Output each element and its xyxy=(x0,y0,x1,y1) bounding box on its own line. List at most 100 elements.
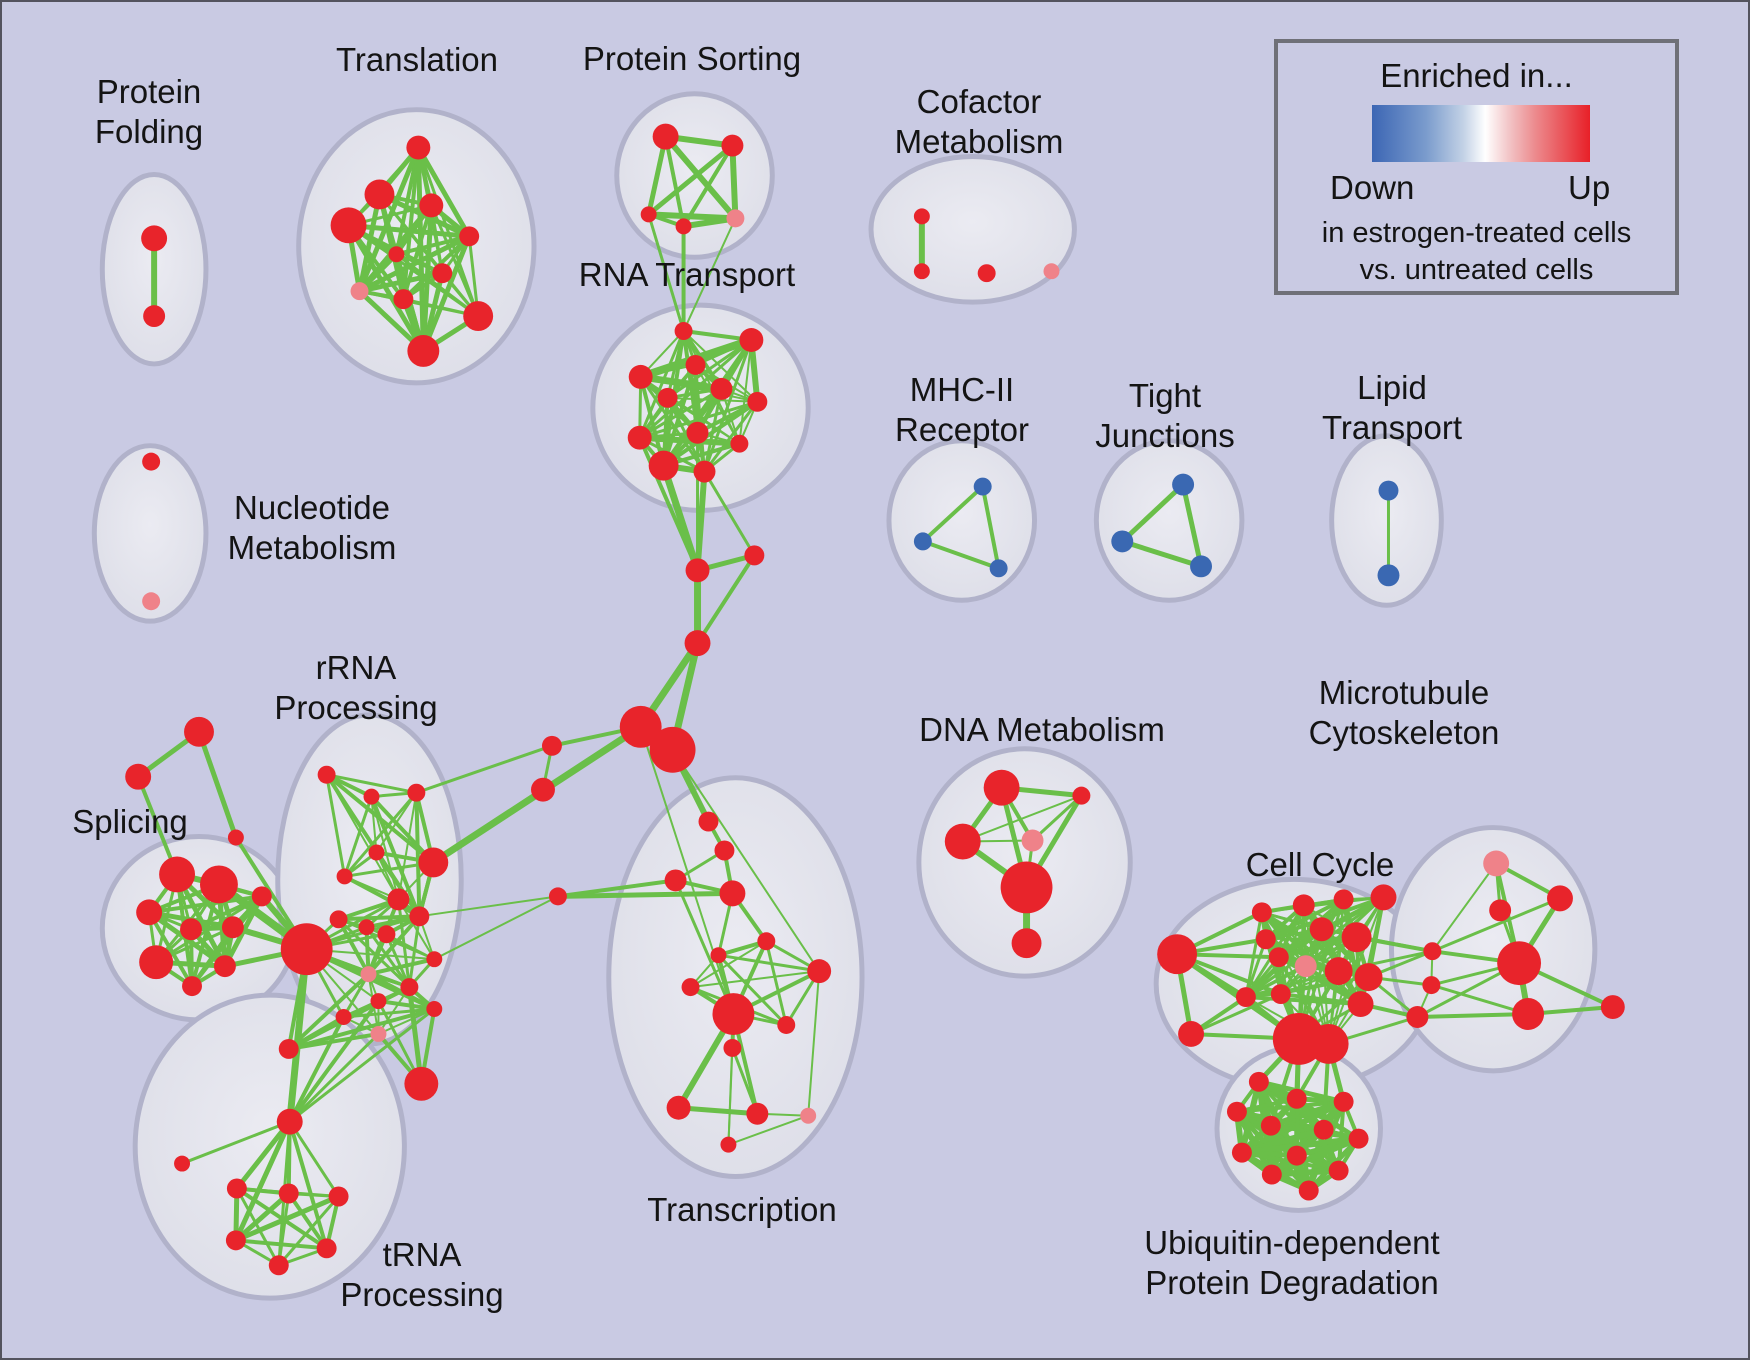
node-dm6[interactable] xyxy=(1011,928,1042,959)
node-rt1[interactable] xyxy=(674,322,693,341)
node-mt4[interactable] xyxy=(1497,941,1542,986)
node-rt9[interactable] xyxy=(627,425,652,450)
node-sp1[interactable] xyxy=(159,856,196,893)
node-r19[interactable] xyxy=(370,1025,387,1042)
node-u1[interactable] xyxy=(1248,1071,1269,1092)
node-tc3[interactable] xyxy=(698,811,719,832)
node-nm2[interactable] xyxy=(142,592,161,611)
node-ps1[interactable] xyxy=(652,123,679,150)
node-lt2[interactable] xyxy=(1377,564,1400,587)
node-pf1[interactable] xyxy=(141,225,168,252)
node-cc12[interactable] xyxy=(1235,987,1256,1008)
node-lt1[interactable] xyxy=(1378,480,1399,501)
node-tj1[interactable] xyxy=(1172,473,1195,496)
node-tc10[interactable] xyxy=(777,1016,796,1034)
node-cl2[interactable] xyxy=(531,777,555,802)
node-t2[interactable] xyxy=(364,179,395,210)
node-mh3[interactable] xyxy=(989,559,1008,578)
node-cc2[interactable] xyxy=(1292,894,1315,917)
node-r18[interactable] xyxy=(335,1009,352,1025)
node-ps5[interactable] xyxy=(726,209,745,228)
node-cb2[interactable] xyxy=(649,726,696,773)
node-rt3[interactable] xyxy=(685,354,706,375)
node-tnl[interactable] xyxy=(174,1155,191,1172)
node-mt1[interactable] xyxy=(1483,850,1510,877)
node-pf2[interactable] xyxy=(143,305,166,328)
node-sp4[interactable] xyxy=(180,918,202,941)
node-r20[interactable] xyxy=(278,1038,299,1059)
node-cc7[interactable] xyxy=(1341,922,1372,953)
node-tn4[interactable] xyxy=(225,1230,246,1251)
node-cc6[interactable] xyxy=(1309,917,1334,942)
node-cl1[interactable] xyxy=(541,735,562,756)
node-mh2[interactable] xyxy=(913,532,932,551)
node-mt2[interactable] xyxy=(1547,885,1573,912)
node-tnh[interactable] xyxy=(276,1108,303,1135)
node-ps3[interactable] xyxy=(640,206,657,223)
node-sp7[interactable] xyxy=(139,945,174,980)
node-dm3[interactable] xyxy=(944,823,981,860)
node-r17[interactable] xyxy=(426,1001,443,1018)
node-mt5[interactable] xyxy=(1512,998,1545,1030)
node-tn6[interactable] xyxy=(268,1255,289,1276)
node-cc9[interactable] xyxy=(1294,955,1317,978)
node-tc6[interactable] xyxy=(710,947,727,964)
node-tc13[interactable] xyxy=(746,1102,769,1125)
node-r6[interactable] xyxy=(336,868,353,885)
node-sa2[interactable] xyxy=(125,763,152,790)
node-t8[interactable] xyxy=(350,282,369,301)
node-u3[interactable] xyxy=(1333,1091,1354,1112)
node-cc4[interactable] xyxy=(1370,884,1397,911)
node-cb1[interactable] xyxy=(619,705,662,748)
node-r3[interactable] xyxy=(407,783,426,802)
node-dm5[interactable] xyxy=(1000,861,1053,914)
node-cc8[interactable] xyxy=(1268,947,1289,968)
node-tc7[interactable] xyxy=(807,959,832,984)
node-cco2[interactable] xyxy=(1178,1020,1205,1047)
node-tn5[interactable] xyxy=(316,1238,337,1259)
node-cc14[interactable] xyxy=(1347,991,1374,1018)
node-ch3[interactable] xyxy=(684,630,711,657)
node-cco1[interactable] xyxy=(1157,934,1198,975)
node-rt12[interactable] xyxy=(693,460,716,483)
node-sp5[interactable] xyxy=(221,916,244,939)
node-r15[interactable] xyxy=(400,978,419,997)
node-tj3[interactable] xyxy=(1190,555,1213,578)
node-u5[interactable] xyxy=(1260,1115,1281,1136)
node-u2[interactable] xyxy=(1286,1088,1307,1109)
node-u12[interactable] xyxy=(1298,1180,1319,1201)
node-mh1[interactable] xyxy=(973,477,992,496)
node-tc15[interactable] xyxy=(720,1136,737,1153)
node-t5[interactable] xyxy=(459,226,480,247)
node-rt11[interactable] xyxy=(648,450,679,481)
node-t11[interactable] xyxy=(407,335,440,367)
node-ps4[interactable] xyxy=(675,218,692,235)
node-t7[interactable] xyxy=(432,263,453,284)
node-t10[interactable] xyxy=(463,301,494,332)
node-tc5[interactable] xyxy=(757,932,776,951)
node-u4[interactable] xyxy=(1226,1101,1247,1122)
node-rt4[interactable] xyxy=(628,364,653,389)
node-tc8[interactable] xyxy=(681,978,700,997)
node-r14[interactable] xyxy=(360,966,377,983)
node-sp8[interactable] xyxy=(213,955,236,978)
node-nm1[interactable] xyxy=(142,452,161,471)
node-tc11[interactable] xyxy=(723,1038,742,1057)
node-tn3[interactable] xyxy=(328,1186,349,1207)
node-tc9[interactable] xyxy=(712,993,755,1035)
node-u9[interactable] xyxy=(1286,1145,1307,1166)
node-u8[interactable] xyxy=(1231,1142,1252,1163)
node-rt8[interactable] xyxy=(686,421,709,444)
node-r16[interactable] xyxy=(370,993,387,1010)
node-cm4[interactable] xyxy=(1043,263,1060,280)
node-cc5[interactable] xyxy=(1255,929,1276,950)
node-xn1[interactable] xyxy=(404,1066,439,1101)
node-tc4[interactable] xyxy=(714,840,735,861)
node-t1[interactable] xyxy=(406,135,431,160)
node-sp2[interactable] xyxy=(199,865,238,904)
node-t3[interactable] xyxy=(419,193,444,218)
node-r8[interactable] xyxy=(329,910,348,929)
node-r9[interactable] xyxy=(358,919,375,936)
node-ch1[interactable] xyxy=(685,558,710,583)
node-tc2[interactable] xyxy=(719,880,746,907)
